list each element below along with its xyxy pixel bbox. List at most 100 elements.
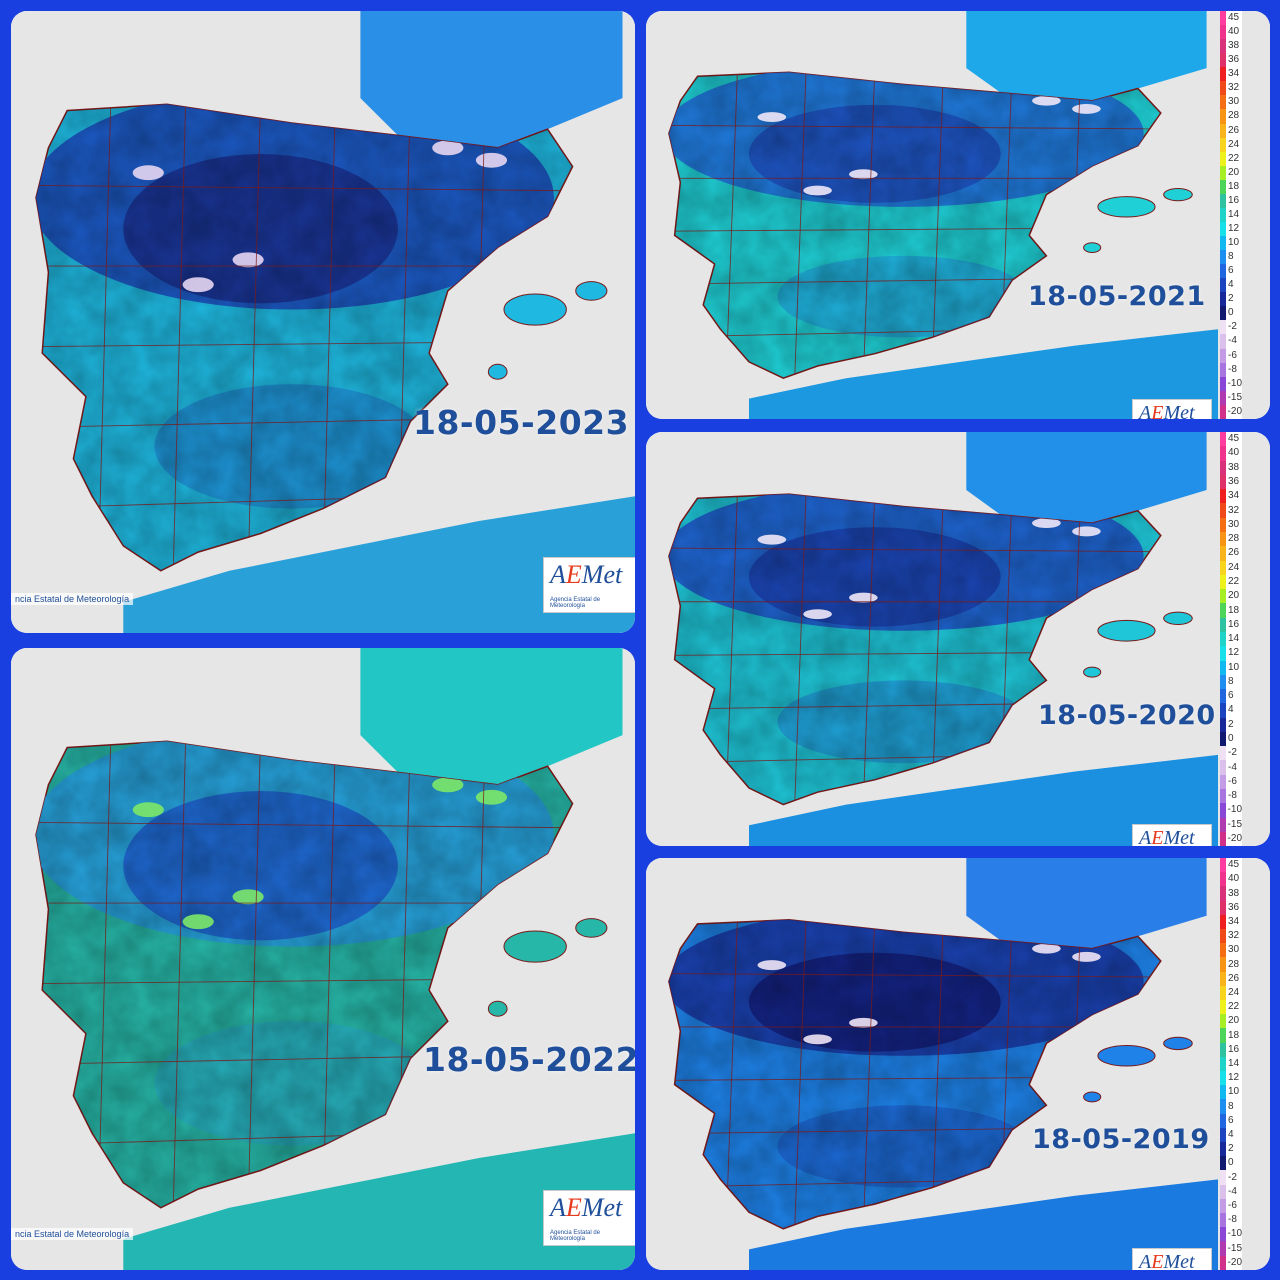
- legend-swatch: [1220, 193, 1226, 208]
- legend-swatch: [1220, 1113, 1226, 1128]
- legend-swatch: [1220, 1127, 1226, 1143]
- legend-entry: 30: [1220, 517, 1242, 532]
- legend-entry: 8: [1220, 674, 1242, 690]
- legend-label: 34: [1228, 915, 1240, 927]
- legend-entry: -6: [1220, 348, 1242, 363]
- legend-entry: -8: [1220, 789, 1242, 804]
- legend-swatch: [1220, 886, 1226, 901]
- legend-swatch: [1220, 250, 1226, 265]
- legend-label: 30: [1228, 96, 1240, 108]
- legend-label: 40: [1228, 873, 1240, 885]
- legend-swatch: [1220, 985, 1226, 1001]
- temperature-map-2019: [646, 858, 1270, 1270]
- legend-entry: 4: [1220, 278, 1242, 293]
- legend-entry: 26: [1220, 971, 1242, 986]
- legend-entry: 14: [1220, 207, 1242, 222]
- legend-label: 20: [1228, 590, 1240, 602]
- legend-entry: -2: [1220, 1170, 1242, 1185]
- legend-label: -4: [1228, 335, 1237, 347]
- legend-label: 22: [1228, 1001, 1240, 1013]
- legend-label: 10: [1228, 237, 1240, 249]
- legend-label: -2: [1228, 747, 1237, 759]
- legend-swatch: [1220, 306, 1226, 321]
- aemet-logo: AEMet Agencia Estatal de Meteorología: [543, 1190, 635, 1246]
- legend-entry: 12: [1220, 646, 1242, 661]
- legend-swatch: [1220, 631, 1226, 647]
- legend-entry: -4: [1220, 1184, 1242, 1199]
- legend-swatch: [1220, 179, 1226, 194]
- legend-label: 10: [1228, 1086, 1240, 1098]
- legend-label: 0: [1228, 733, 1234, 745]
- legend-entry: 0: [1220, 731, 1242, 747]
- legend-swatch: [1220, 1255, 1226, 1270]
- legend-label: 12: [1228, 222, 1240, 234]
- legend-swatch: [1220, 774, 1226, 790]
- legend-swatch: [1220, 39, 1226, 54]
- legend-entry: -4: [1220, 334, 1242, 349]
- legend-label: -15: [1227, 818, 1242, 830]
- legend-swatch: [1220, 1184, 1226, 1199]
- legend-entry: 24: [1220, 137, 1242, 152]
- temperature-legend: 45 40 38 36 34 32 30 28 26 24 22 20 18 16 14 12 10 8 6 4 2 0-…: [1220, 432, 1242, 846]
- legend-label: 26: [1228, 547, 1240, 559]
- legend-swatch: [1220, 531, 1226, 547]
- legend-label: 34: [1228, 490, 1240, 502]
- legend-entry: 18: [1220, 603, 1242, 618]
- legend-entry: -2: [1220, 320, 1242, 335]
- map-panel-2022: 18-05-2022 ncia Estatal de Meteorología …: [11, 648, 635, 1270]
- legend-swatch: [1220, 67, 1226, 82]
- legend-swatch: [1220, 1071, 1226, 1086]
- legend-entry: 22: [1220, 1000, 1242, 1015]
- date-label-2021: 18-05-2021: [1028, 281, 1206, 312]
- legend-label: 45: [1228, 433, 1240, 445]
- legend-label: 24: [1228, 561, 1240, 573]
- legend-swatch: [1220, 1099, 1226, 1114]
- legend-entry: 28: [1220, 957, 1242, 972]
- temperature-map-2022: [11, 648, 635, 1270]
- legend-entry: 4: [1220, 703, 1242, 718]
- legend-label: 32: [1228, 504, 1240, 516]
- map-panel-2019: 18-05-2019 AEMet 45 40 38 36 34 32 30 28 26 24 22 2…: [646, 858, 1270, 1270]
- legend-label: 2: [1228, 1143, 1234, 1155]
- legend-entry: 30: [1220, 95, 1242, 110]
- legend-entry: 2: [1220, 1142, 1242, 1157]
- legend-swatch: [1220, 348, 1226, 363]
- legend-label: 36: [1228, 901, 1240, 913]
- legend-swatch: [1220, 123, 1226, 138]
- legend-entry: 45: [1220, 858, 1242, 873]
- legend-label: -2: [1228, 321, 1237, 333]
- legend-label: 18: [1228, 180, 1240, 192]
- legend-swatch: [1220, 236, 1226, 251]
- legend-entry: -6: [1220, 774, 1242, 790]
- legend-entry: 40: [1220, 25, 1242, 40]
- legend-label: 4: [1228, 704, 1234, 716]
- legend-label: -15: [1227, 1242, 1242, 1254]
- legend-entry: -8: [1220, 1213, 1242, 1228]
- legend-entry: 40: [1220, 872, 1242, 887]
- legend-swatch: [1220, 264, 1226, 279]
- legend-entry: 20: [1220, 589, 1242, 604]
- legend-label: 22: [1228, 575, 1240, 587]
- legend-entry: -8: [1220, 362, 1242, 377]
- legend-swatch: [1220, 320, 1226, 335]
- legend-label: -15: [1227, 391, 1242, 403]
- legend-label: 20: [1228, 1015, 1240, 1027]
- legend-label: 16: [1228, 618, 1240, 630]
- legend-label: 36: [1228, 54, 1240, 66]
- legend-swatch: [1220, 1156, 1226, 1171]
- legend-label: 16: [1228, 194, 1240, 206]
- legend-label: 45: [1228, 859, 1240, 871]
- legend-label: -20: [1227, 833, 1242, 845]
- legend-entry: 36: [1220, 53, 1242, 68]
- legend-swatch: [1220, 137, 1226, 152]
- date-label-2022: 18-05-2022: [423, 1040, 635, 1079]
- legend-swatch: [1220, 872, 1226, 887]
- legend-label: 40: [1228, 26, 1240, 38]
- legend-entry: 0: [1220, 1156, 1242, 1171]
- legend-entry: -20: [1220, 831, 1242, 846]
- legend-label: -4: [1228, 1185, 1237, 1197]
- legend-swatch: [1220, 109, 1226, 124]
- legend-swatch: [1220, 717, 1226, 732]
- aemet-logo: AEMet: [1132, 824, 1212, 846]
- legend-swatch: [1220, 446, 1226, 461]
